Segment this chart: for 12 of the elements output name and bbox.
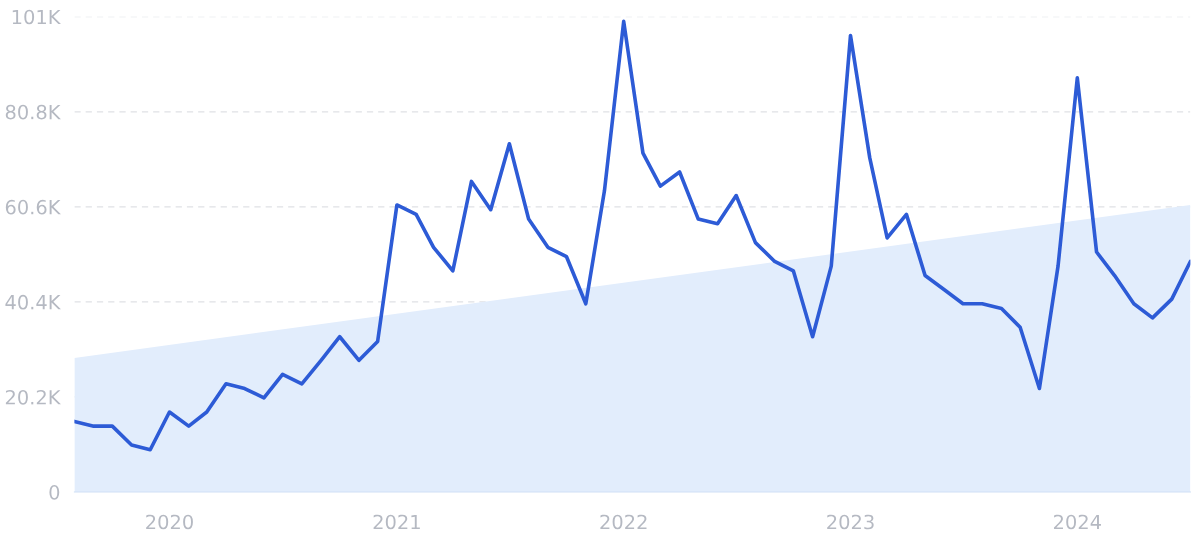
y-tick-label: 0 (49, 485, 60, 500)
y-tick-label: 20.2K (5, 389, 61, 405)
x-tick-label: 2023 (827, 514, 874, 530)
x-tick-label: 2020 (146, 514, 193, 530)
x-tick-label: 2022 (600, 514, 647, 530)
y-tick-label: 80.8K (5, 104, 61, 120)
line-series (74, 19, 1191, 452)
y-tick-label: 60.6K (5, 199, 61, 215)
x-tick-label: 2021 (373, 514, 420, 530)
y-tick-label: 101K (12, 9, 61, 25)
x-tick-label: 2024 (1053, 514, 1101, 530)
y-tick-label: 40.4K (5, 294, 61, 310)
